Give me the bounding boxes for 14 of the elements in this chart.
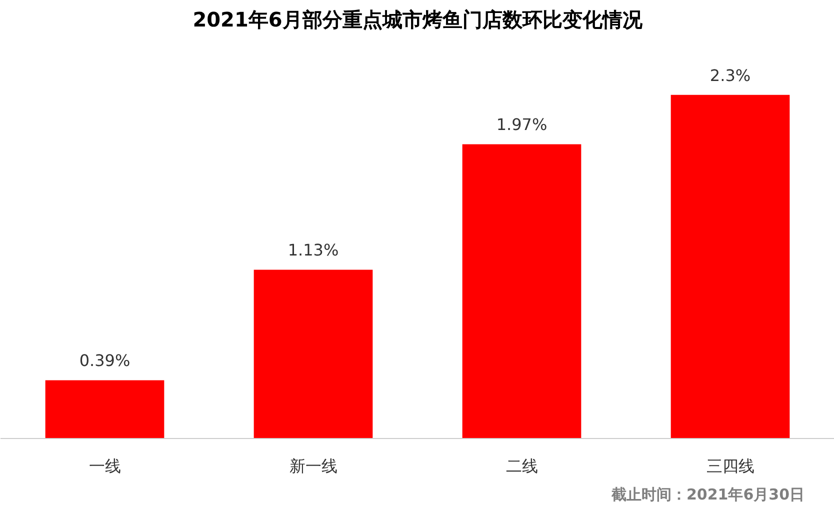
- data-label: 0.39%: [79, 351, 130, 370]
- data-label: 2.3%: [710, 66, 751, 85]
- bar: [45, 380, 164, 438]
- bar: [670, 94, 790, 438]
- data-label: 1.13%: [288, 240, 339, 260]
- x-tick-label: 三四线: [706, 456, 754, 476]
- x-tick-label: 二线: [506, 456, 538, 476]
- x-tick-label: 新一线: [289, 456, 338, 476]
- bar: [254, 270, 373, 438]
- text: 截止时间：2021年6月30日: [610, 486, 805, 504]
- data-label: 1.97%: [496, 115, 548, 134]
- bar: [462, 144, 582, 438]
- x-tick-label: 一线: [88, 456, 121, 476]
- chart-title: 2021年6月部分重点城市烤鱼门店数环比变化情况: [192, 8, 644, 32]
